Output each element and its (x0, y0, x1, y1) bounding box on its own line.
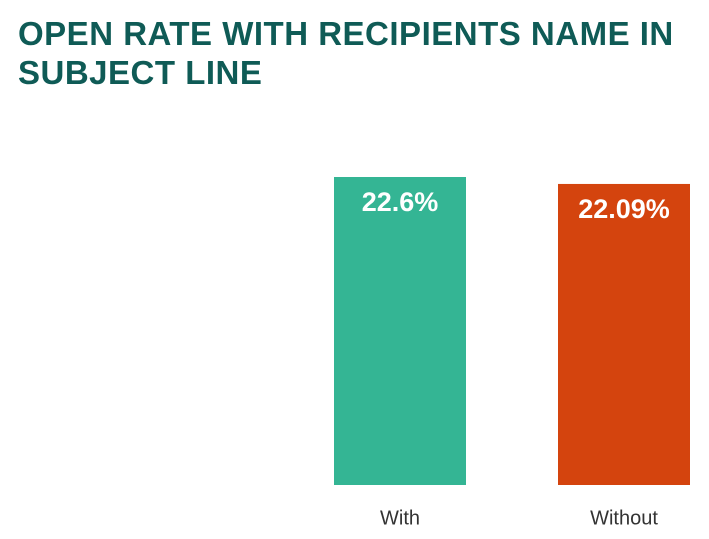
value-label: 22.09% (578, 194, 670, 224)
x-tick-label: Without (590, 507, 658, 529)
chart-title: OPEN RATE WITH RECIPIENTS NAME IN SUBJEC… (18, 15, 674, 91)
value-label: 22.6% (362, 187, 439, 217)
bar (334, 177, 466, 485)
x-tick-label: With (380, 507, 420, 529)
bar (558, 183, 690, 485)
